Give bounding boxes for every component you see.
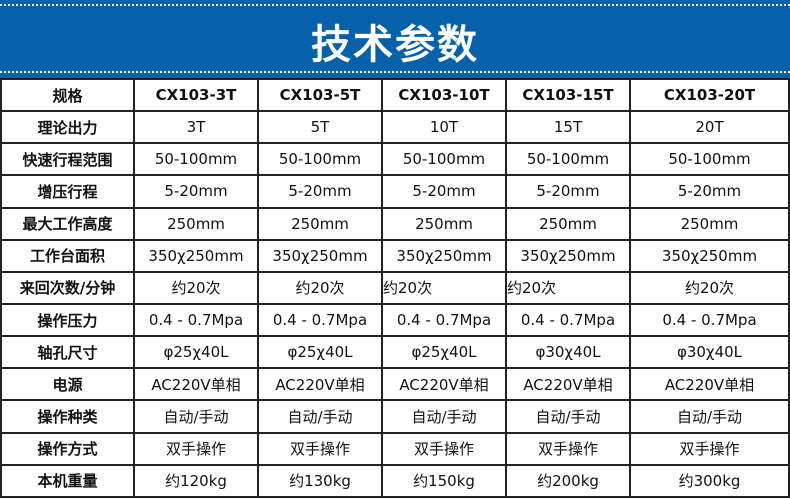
- table-cell: 250mm: [257, 206, 383, 241]
- table-cell: 350χ250mm: [629, 238, 790, 273]
- table-cell: φ30χ40L: [629, 335, 790, 370]
- table-row: 操作种类 自动/手动 自动/手动 自动/手动 自动/手动 自动/手动: [0, 399, 790, 434]
- table-row: 工作台面积 350χ250mm 350χ250mm 350χ250mm 350χ250m…: [0, 238, 790, 273]
- table-cell: 350χ250mm: [381, 238, 507, 273]
- table-cell: 3T: [133, 110, 259, 145]
- row-label: 快速行程范围: [0, 142, 135, 177]
- table-cell: 250mm: [505, 206, 631, 241]
- table-cell: 5-20mm: [133, 174, 259, 209]
- model-header: CX103-20T: [629, 77, 790, 113]
- table-cell: 约200kg: [505, 463, 631, 499]
- table-row: 电源 AC220V单相 AC220V单相 AC220V单相 AC220V单相 AC220V…: [0, 367, 790, 402]
- table-cell: 约130kg: [257, 463, 383, 499]
- table-cell: 50-100mm: [381, 142, 507, 177]
- table-row: 来回次数/分钟 约20次 约20次 约20次 约20次 约20次: [0, 270, 790, 305]
- table-cell: AC220V单相: [505, 367, 631, 402]
- row-label: 本机重量: [0, 463, 135, 499]
- table-cell: φ30χ40L: [505, 335, 631, 370]
- row-label: 理论出力: [0, 110, 135, 145]
- table-cell: 50-100mm: [505, 142, 631, 177]
- table-row: 增压行程 5-20mm 5-20mm 5-20mm 5-20mm 5-20mm: [0, 174, 790, 209]
- title-banner: 技术参数: [0, 0, 790, 78]
- table-row: 轴孔尺寸 φ25χ40L φ25χ40L φ25χ40L φ30χ40L φ30χ40L: [0, 335, 790, 370]
- table-cell: AC220V单相: [257, 367, 383, 402]
- table-row: 最大工作高度 250mm 250mm 250mm 250mm 250mm: [0, 206, 790, 241]
- row-label: 操作方式: [0, 431, 135, 466]
- model-header: CX103-15T: [505, 77, 631, 113]
- table-cell: 50-100mm: [629, 142, 790, 177]
- table-row: 理论出力 3T 5T 10T 15T 20T: [0, 110, 790, 145]
- table-cell: 250mm: [133, 206, 259, 241]
- model-header: CX103-3T: [133, 77, 259, 113]
- table-cell: 约20次: [133, 270, 259, 305]
- table-cell: 20T: [629, 110, 790, 145]
- table-cell: 0.4 - 0.7Mpa: [629, 302, 790, 338]
- table-cell: 自动/手动: [381, 399, 507, 434]
- row-label: 增压行程: [0, 174, 135, 209]
- table-cell: 0.4 - 0.7Mpa: [381, 302, 507, 338]
- row-label: 规格: [0, 77, 135, 113]
- table-cell: 250mm: [629, 206, 790, 241]
- table-cell: 350χ250mm: [505, 238, 631, 273]
- table-cell: 5-20mm: [381, 174, 507, 209]
- table-row: 快速行程范围 50-100mm 50-100mm 50-100mm 50-100mm 50…: [0, 142, 790, 177]
- spec-table: 规格 CX103-3T CX103-5T CX103-10T CX103-15T CX10…: [0, 77, 790, 499]
- table-cell: 0.4 - 0.7Mpa: [257, 302, 383, 338]
- table-cell: φ25χ40L: [257, 335, 383, 370]
- table-cell: 约20次: [505, 270, 631, 305]
- dotted-border-top: [0, 4, 790, 6]
- table-cell: 50-100mm: [133, 142, 259, 177]
- row-label: 电源: [0, 367, 135, 402]
- table-cell: 0.4 - 0.7Mpa: [133, 302, 259, 338]
- table-cell: AC220V单相: [629, 367, 790, 402]
- table-cell: 350χ250mm: [133, 238, 259, 273]
- table-cell: 双手操作: [629, 431, 790, 466]
- table-cell: AC220V单相: [381, 367, 507, 402]
- row-label: 操作种类: [0, 399, 135, 434]
- table-cell: 自动/手动: [629, 399, 790, 434]
- table-row: 操作方式 双手操作 双手操作 双手操作 双手操作 双手操作: [0, 431, 790, 466]
- table-cell: 约150kg: [381, 463, 507, 499]
- table-cell: 双手操作: [381, 431, 507, 466]
- table-cell: 双手操作: [505, 431, 631, 466]
- table-cell: 0.4 - 0.7Mpa: [505, 302, 631, 338]
- table-row: 本机重量 约120kg 约130kg 约150kg 约200kg 约300kg: [0, 463, 790, 499]
- table-cell: 50-100mm: [257, 142, 383, 177]
- table-cell: 15T: [505, 110, 631, 145]
- table-cell: φ25χ40L: [133, 335, 259, 370]
- table-cell: 约120kg: [133, 463, 259, 499]
- page-title: 技术参数: [311, 22, 479, 68]
- table-row: 操作压力 0.4 - 0.7Mpa 0.4 - 0.7Mpa 0.4 - 0.7Mpa…: [0, 302, 790, 338]
- row-label: 工作台面积: [0, 238, 135, 273]
- table-cell: 5T: [257, 110, 383, 145]
- table-cell: 自动/手动: [133, 399, 259, 434]
- table-cell: 约20次: [629, 270, 790, 305]
- table-cell: 5-20mm: [505, 174, 631, 209]
- table-cell: 10T: [381, 110, 507, 145]
- table-cell: 自动/手动: [505, 399, 631, 434]
- model-header: CX103-5T: [257, 77, 383, 113]
- table-cell: 350χ250mm: [257, 238, 383, 273]
- table-cell: 250mm: [381, 206, 507, 241]
- dotted-border-bottom: [0, 71, 790, 73]
- table-cell: AC220V单相: [133, 367, 259, 402]
- table-cell: 5-20mm: [629, 174, 790, 209]
- table-cell: 约20次: [257, 270, 383, 305]
- table-cell: 约20次: [381, 270, 507, 305]
- table-cell: 自动/手动: [257, 399, 383, 434]
- row-label: 最大工作高度: [0, 206, 135, 241]
- row-label: 轴孔尺寸: [0, 335, 135, 370]
- row-label: 操作压力: [0, 302, 135, 338]
- table-cell: φ25χ40L: [381, 335, 507, 370]
- model-header: CX103-10T: [381, 77, 507, 113]
- row-label: 来回次数/分钟: [0, 270, 135, 305]
- table-header-row: 规格 CX103-3T CX103-5T CX103-10T CX103-15T CX10…: [0, 77, 790, 113]
- table-cell: 5-20mm: [257, 174, 383, 209]
- table-cell: 双手操作: [257, 431, 383, 466]
- table-cell: 约300kg: [629, 463, 790, 499]
- table-cell: 双手操作: [133, 431, 259, 466]
